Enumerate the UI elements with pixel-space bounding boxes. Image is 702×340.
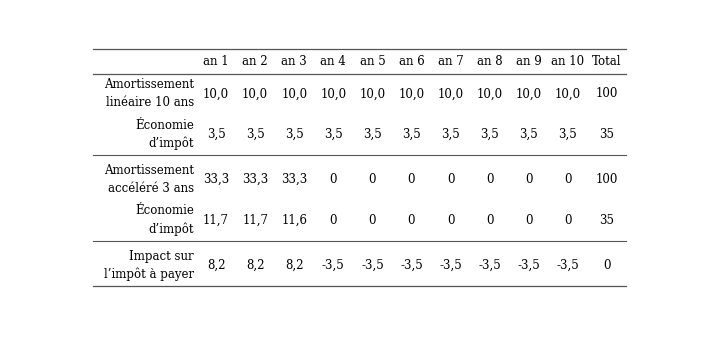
Text: 0: 0	[525, 214, 532, 227]
Text: 10,0: 10,0	[477, 87, 503, 100]
Text: 8,2: 8,2	[285, 259, 303, 272]
Text: 3,5: 3,5	[480, 128, 499, 141]
Text: 0: 0	[525, 173, 532, 186]
Text: 8,2: 8,2	[246, 259, 265, 272]
Text: 3,5: 3,5	[285, 128, 304, 141]
Text: 33,3: 33,3	[203, 173, 230, 186]
Text: 0: 0	[446, 214, 454, 227]
Text: an 7: an 7	[437, 55, 463, 68]
Text: 10,0: 10,0	[399, 87, 425, 100]
Text: 3,5: 3,5	[441, 128, 460, 141]
Text: an 10: an 10	[551, 55, 584, 68]
Text: 0: 0	[408, 173, 415, 186]
Text: 33,3: 33,3	[242, 173, 268, 186]
Text: 0: 0	[369, 214, 376, 227]
Text: 3,5: 3,5	[246, 128, 265, 141]
Text: -3,5: -3,5	[322, 259, 345, 272]
Text: an 8: an 8	[477, 55, 503, 68]
Text: -3,5: -3,5	[557, 259, 579, 272]
Text: -3,5: -3,5	[439, 259, 462, 272]
Text: 11,7: 11,7	[242, 214, 268, 227]
Text: an 2: an 2	[242, 55, 268, 68]
Text: 3,5: 3,5	[402, 128, 420, 141]
Text: 10,0: 10,0	[437, 87, 463, 100]
Text: 100: 100	[595, 173, 618, 186]
Text: Amortissement
linéaire 10 ans: Amortissement linéaire 10 ans	[104, 78, 194, 109]
Text: Impact sur
l’impôt à payer: Impact sur l’impôt à payer	[104, 250, 194, 282]
Text: 8,2: 8,2	[207, 259, 225, 272]
Text: 0: 0	[486, 214, 494, 227]
Text: 10,0: 10,0	[242, 87, 268, 100]
Text: 11,6: 11,6	[282, 214, 307, 227]
Text: an 1: an 1	[204, 55, 229, 68]
Text: 0: 0	[564, 173, 571, 186]
Text: 35: 35	[600, 214, 614, 227]
Text: 3,5: 3,5	[206, 128, 225, 141]
Text: -3,5: -3,5	[478, 259, 501, 272]
Text: 0: 0	[446, 173, 454, 186]
Text: 10,0: 10,0	[282, 87, 307, 100]
Text: 10,0: 10,0	[203, 87, 229, 100]
Text: -3,5: -3,5	[361, 259, 384, 272]
Text: 0: 0	[369, 173, 376, 186]
Text: Économie
d’impôt: Économie d’impôt	[135, 204, 194, 236]
Text: an 3: an 3	[282, 55, 307, 68]
Text: 3,5: 3,5	[363, 128, 382, 141]
Text: an 4: an 4	[320, 55, 346, 68]
Text: an 6: an 6	[399, 55, 424, 68]
Text: Total: Total	[592, 55, 621, 68]
Text: 3,5: 3,5	[558, 128, 577, 141]
Text: 10,0: 10,0	[359, 87, 385, 100]
Text: 11,7: 11,7	[203, 214, 229, 227]
Text: an 9: an 9	[516, 55, 541, 68]
Text: 0: 0	[564, 214, 571, 227]
Text: 100: 100	[595, 87, 618, 100]
Text: 35: 35	[600, 128, 614, 141]
Text: 3,5: 3,5	[519, 128, 538, 141]
Text: 3,5: 3,5	[324, 128, 343, 141]
Text: 0: 0	[408, 214, 415, 227]
Text: Amortissement
accéléré 3 ans: Amortissement accéléré 3 ans	[104, 164, 194, 195]
Text: 10,0: 10,0	[320, 87, 346, 100]
Text: 10,0: 10,0	[555, 87, 581, 100]
Text: 0: 0	[486, 173, 494, 186]
Text: 0: 0	[603, 259, 611, 272]
Text: an 5: an 5	[359, 55, 385, 68]
Text: 33,3: 33,3	[281, 173, 307, 186]
Text: Économie
d’impôt: Économie d’impôt	[135, 119, 194, 150]
Text: 10,0: 10,0	[515, 87, 542, 100]
Text: -3,5: -3,5	[400, 259, 423, 272]
Text: 0: 0	[329, 214, 337, 227]
Text: -3,5: -3,5	[517, 259, 540, 272]
Text: 0: 0	[329, 173, 337, 186]
